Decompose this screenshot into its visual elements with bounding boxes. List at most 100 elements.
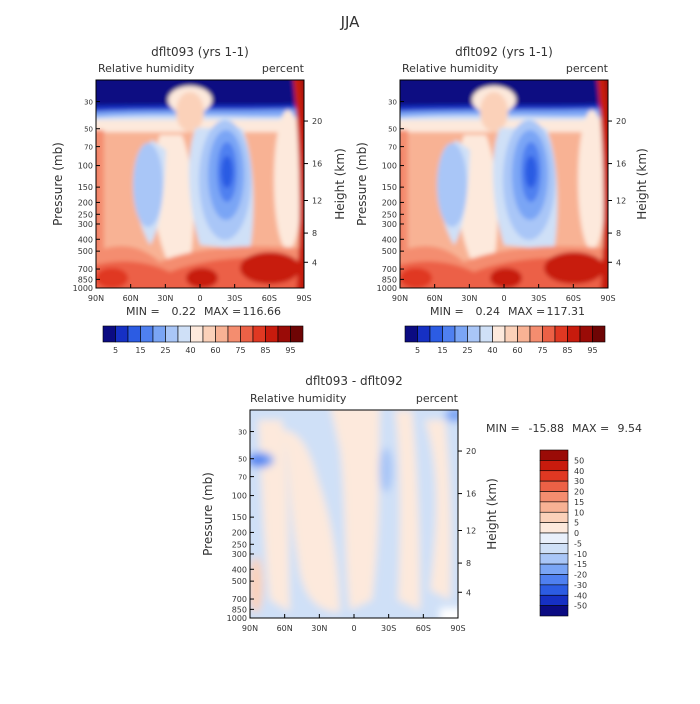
colorbar-swatch (442, 325, 456, 343)
colorbar-swatch (539, 594, 569, 606)
colorbar-label: 25 (160, 346, 170, 355)
colorbar-swatch (404, 325, 418, 343)
colorbar-label: 60 (512, 346, 522, 355)
colorbar-swatch (539, 553, 569, 565)
colorbar-swatch (539, 501, 569, 513)
y-tick-label: 500 (78, 247, 93, 256)
y-tick-label: 150 (232, 513, 247, 522)
colorbar-label: 5 (113, 346, 118, 355)
x-tick-label: 30S (381, 624, 396, 633)
x-tick-label: 60S (262, 294, 277, 303)
y-axis-label: Pressure (mb) (201, 472, 215, 556)
colorbar-label: 40 (574, 467, 584, 476)
colorbar-swatch (177, 325, 191, 343)
height-tick-label: 4 (616, 258, 621, 267)
colorbar-label: -50 (574, 602, 587, 611)
colorbar-swatch (252, 325, 266, 343)
x-tick-label: 30S (531, 294, 546, 303)
height-tick-label: 20 (312, 117, 322, 126)
colorbar-label: 40 (487, 346, 497, 355)
colorbar-label: 20 (574, 488, 584, 497)
y-tick-label: 250 (382, 210, 397, 219)
colorbar-swatch (152, 325, 166, 343)
y-tick-label: 150 (78, 183, 93, 192)
x-tick-label: 60N (123, 294, 139, 303)
y-tick-label: 200 (382, 198, 397, 207)
colorbar-swatch (567, 325, 581, 343)
max-value: 9.54 (618, 422, 643, 435)
colorbar-swatch (290, 325, 304, 343)
x-tick-label: 90N (392, 294, 408, 303)
colorbar-label: 15 (437, 346, 447, 355)
colorbar-swatch (127, 325, 141, 343)
colorbar-swatch (539, 574, 569, 586)
colorbar: 5 15 25 40 60 75 85 95 (102, 325, 304, 355)
colorbar-label: 40 (185, 346, 195, 355)
max-label: MAX = (508, 305, 545, 318)
y-tick-label: 100 (232, 492, 247, 501)
y-tick-label: 100 (382, 162, 397, 171)
colorbar-swatch (539, 532, 569, 544)
colorbar-swatch (429, 325, 443, 343)
height-axis-label: Height (km) (635, 148, 649, 219)
panel-title: dflt093 - dflt092 (305, 374, 403, 388)
colorbar-swatch (542, 325, 556, 343)
height-tick-label: 4 (466, 588, 471, 597)
x-tick-labels: 90N 60N 30N 0 30S 60S 90S (88, 284, 312, 303)
panel-subtitle-left: Relative humidity (402, 62, 499, 75)
height-tick-label: 4 (312, 258, 317, 267)
y-tick-label: 500 (232, 577, 247, 586)
colorbar-label: 0 (574, 529, 579, 538)
colorbar-swatch (554, 325, 568, 343)
colorbar-swatch (454, 325, 468, 343)
colorbar-swatch (539, 480, 569, 492)
y-tick-label: 70 (84, 144, 93, 152)
height-tick-label: 8 (466, 559, 471, 568)
colorbar-swatch (165, 325, 179, 343)
y-tick-label: 1000 (227, 614, 247, 623)
colorbar-swatch (240, 325, 254, 343)
colorbar-swatch (539, 563, 569, 575)
colorbar-swatch (479, 325, 493, 343)
panel-subtitle-right: percent (262, 62, 305, 75)
height-tick-label: 20 (466, 447, 476, 456)
y-tick-label: 70 (238, 474, 247, 482)
y-axis-label: Pressure (mb) (355, 142, 369, 226)
colorbar-swatch (539, 491, 569, 503)
contour-field (250, 410, 458, 618)
height-tick-label: 16 (312, 160, 322, 169)
panel-dflt093: dflt093 (yrs 1-1) Relative humidity perc… (51, 45, 347, 355)
min-value: -15.88 (529, 422, 564, 435)
min-label: MIN = (126, 305, 160, 318)
x-tick-label: 30N (311, 624, 327, 633)
max-label: MAX = (204, 305, 241, 318)
min-value: 0.22 (172, 305, 197, 318)
panel-subtitle-right: percent (566, 62, 609, 75)
colorbar-label: 15 (135, 346, 145, 355)
colorbar-swatch (492, 325, 506, 343)
y-tick-label: 300 (78, 220, 93, 229)
contour-field (400, 80, 608, 288)
height-tick-label: 8 (616, 229, 621, 238)
colorbar-label: 15 (574, 498, 584, 507)
y-tick-label: 200 (78, 198, 93, 207)
y-tick-label: 300 (232, 550, 247, 559)
panel-dflt092: dflt092 (yrs 1-1) Relative humidity perc… (355, 45, 649, 355)
colorbar-label: 50 (574, 456, 584, 465)
y-tick-label: 70 (388, 144, 397, 152)
figure-title: JJA (340, 13, 361, 31)
x-tick-label: 90N (242, 624, 258, 633)
colorbar-label: 30 (574, 477, 584, 486)
y-tick-label: 50 (388, 126, 397, 134)
y-tick-label: 50 (238, 456, 247, 464)
colorbar-swatch (215, 325, 229, 343)
height-tick-label: 12 (466, 526, 476, 535)
min-label: MIN = (430, 305, 464, 318)
x-tick-label: 90N (88, 294, 104, 303)
colorbar-swatch (517, 325, 531, 343)
